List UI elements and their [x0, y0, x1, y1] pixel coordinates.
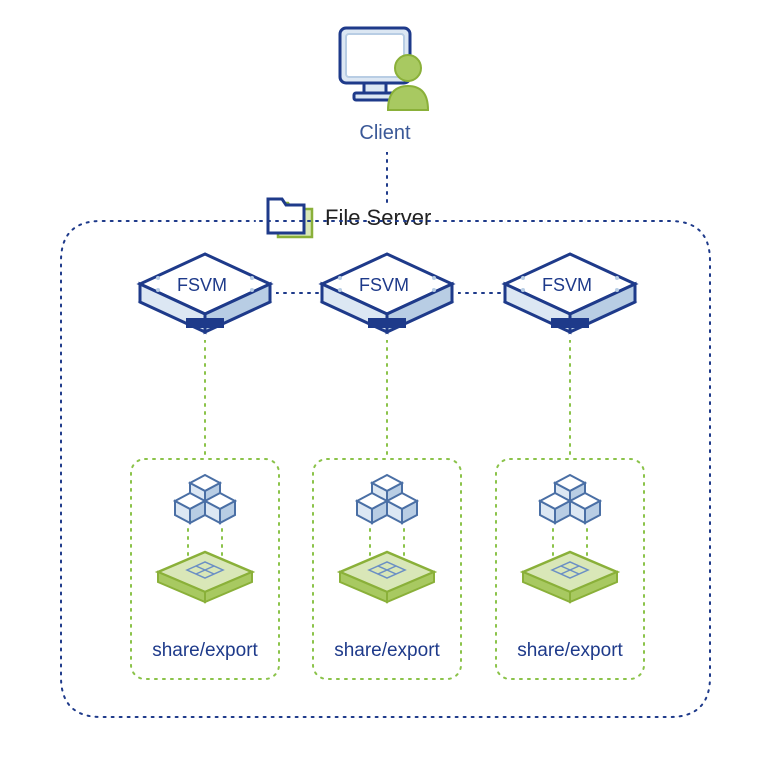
fsvm-share-connector-2: [382, 340, 392, 455]
fsvm-connector-1: [276, 288, 320, 298]
fsvm-share-connector-1: [200, 340, 210, 455]
share-label-1: share/export: [131, 640, 279, 662]
architecture-diagram: Client File Server FSVM FSVM: [0, 0, 774, 766]
fsvm-label-2: FSVM: [359, 275, 409, 296]
client-server-connector: [380, 152, 394, 207]
share-label-2: share/export: [313, 640, 461, 662]
share-label-3: share/export: [496, 640, 644, 662]
client-label: Client: [335, 122, 435, 145]
share-content-3: [503, 467, 637, 622]
share-content-2: [320, 467, 454, 622]
fsvm-label-1: FSVM: [177, 275, 227, 296]
fsvm-share-connector-3: [565, 340, 575, 455]
client-icon: [330, 18, 440, 118]
fsvm-connector-2: [458, 288, 502, 298]
share-content-1: [138, 467, 272, 622]
fsvm-label-3: FSVM: [542, 275, 592, 296]
